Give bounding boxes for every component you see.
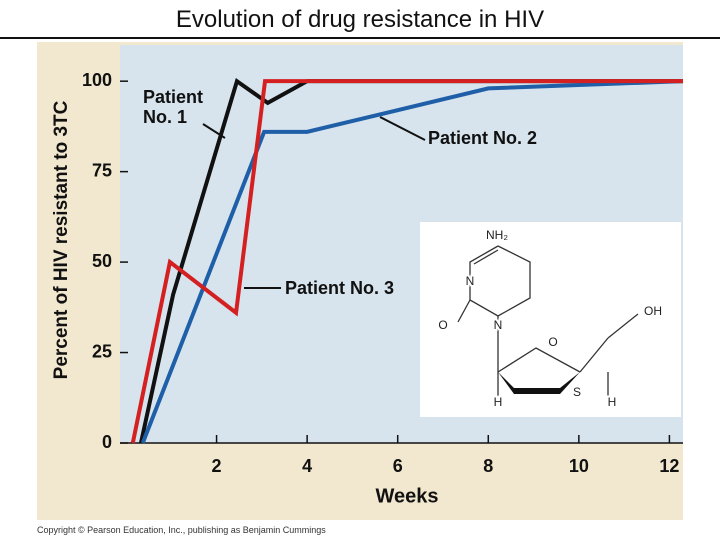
y-tick-label: 25	[92, 341, 112, 361]
structure-label: N	[466, 274, 475, 288]
slide-title: Evolution of drug resistance in HIV	[175, 6, 545, 33]
series-line	[130, 79, 683, 444]
footer: Copyright © Pearson Education, Inc., pub…	[37, 525, 326, 535]
y-tick-label: 75	[92, 160, 112, 180]
structure-label: NH₂	[486, 228, 508, 242]
y-tick-label: 0	[102, 432, 112, 452]
series-line	[140, 79, 684, 444]
y-tick-label: 50	[92, 251, 112, 271]
structure-box	[420, 222, 681, 417]
x-tick-label: 2	[212, 456, 222, 476]
x-tick-label: 8	[483, 456, 493, 476]
y-tick-label: 100	[82, 70, 112, 90]
series-annotation: Patient No. 1	[143, 87, 204, 127]
chemical-structure: NH₂ N O N O OH H S H	[420, 222, 681, 417]
structure-label: H	[608, 395, 617, 409]
structure-label: N	[494, 318, 503, 332]
structure-label: S	[573, 385, 581, 399]
structure-label: O	[548, 335, 557, 349]
x-tick-label: 4	[302, 456, 312, 476]
series-annotation: Patient No. 2	[428, 128, 538, 148]
structure-label: H	[494, 395, 503, 409]
structure-label: O	[438, 318, 447, 332]
series-annotation: Patient No. 3	[285, 278, 395, 298]
structure-label: OH	[644, 304, 662, 318]
title-rule	[0, 37, 720, 39]
x-axis-label: Weeks	[375, 485, 438, 507]
x-tick-label: 12	[659, 456, 679, 476]
x-tick-label: 10	[569, 456, 589, 476]
leader-line	[379, 116, 426, 141]
y-axis-label: Percent of HIV resistant to 3TC	[51, 100, 72, 379]
x-tick-label: 6	[393, 456, 403, 476]
